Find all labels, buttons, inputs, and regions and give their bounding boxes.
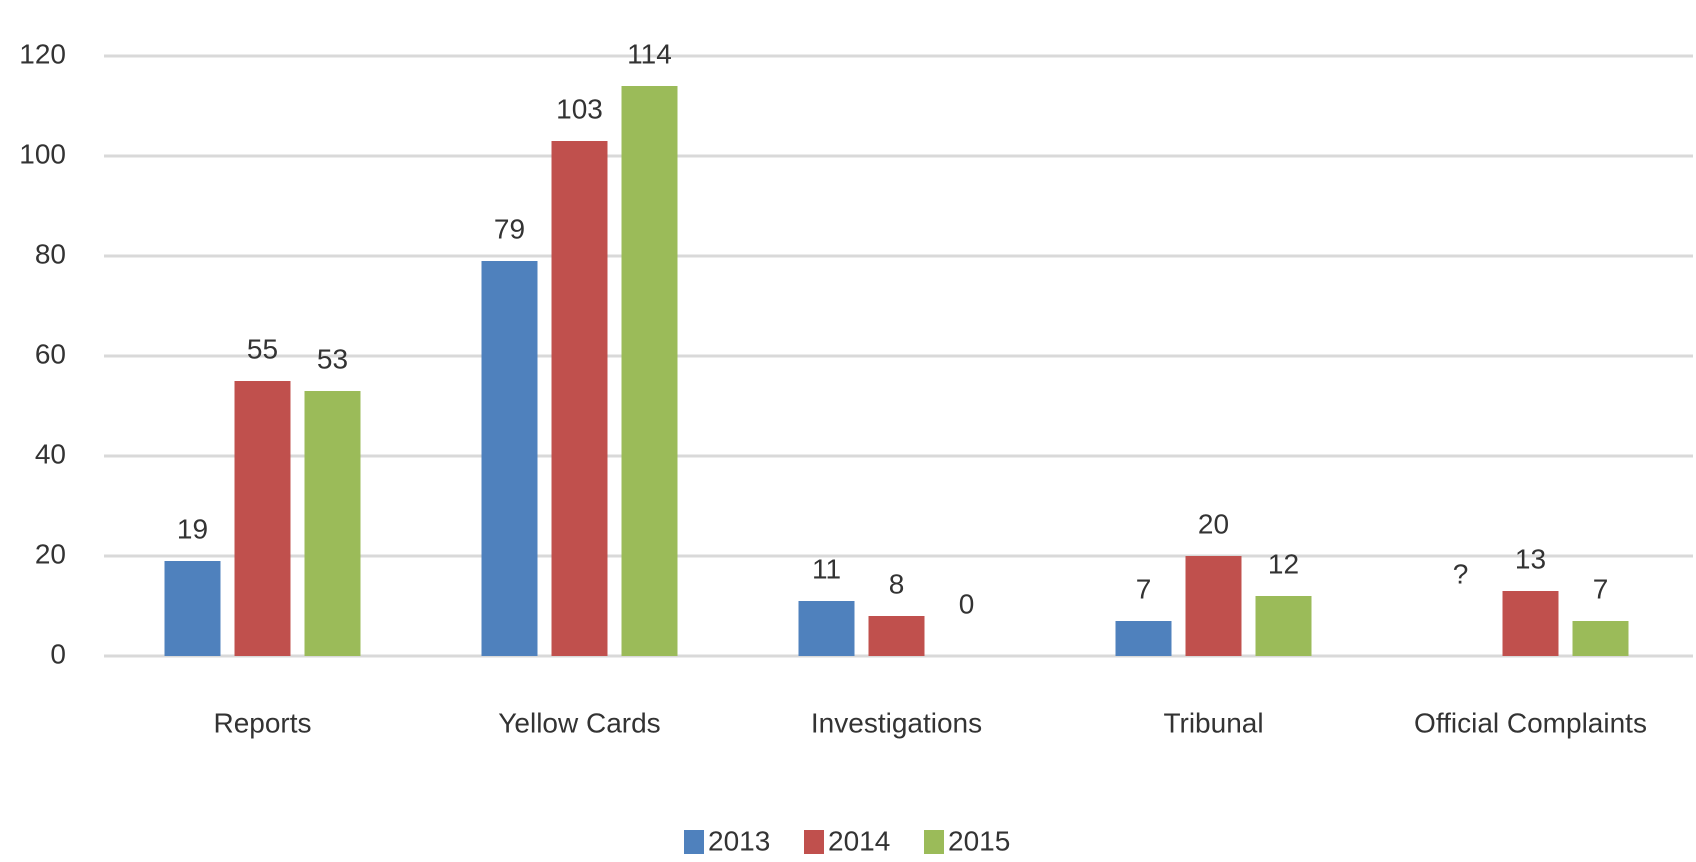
data-label: 114 (627, 38, 672, 69)
x-tick-label: Reports (213, 707, 311, 738)
data-label: 13 (1515, 543, 1546, 574)
bar (868, 616, 925, 656)
data-label: 103 (556, 93, 603, 124)
data-label: ? (1453, 558, 1469, 589)
y-tick-label: 40 (35, 438, 66, 469)
bar (164, 561, 221, 656)
bar (1115, 621, 1172, 656)
x-tick-label: Official Complaints (1414, 707, 1647, 738)
bar (1502, 591, 1559, 656)
y-tick-label: 100 (19, 138, 66, 169)
legend-label: 2014 (828, 825, 890, 856)
data-label: 12 (1268, 548, 1299, 579)
data-label: 79 (494, 213, 525, 244)
bar (551, 141, 608, 656)
data-label: 53 (317, 343, 348, 374)
y-tick-label: 60 (35, 338, 66, 369)
y-tick-label: 120 (19, 38, 66, 69)
data-label: 0 (959, 588, 975, 619)
bar (1572, 621, 1629, 656)
x-tick-label: Yellow Cards (498, 707, 660, 738)
data-label: 7 (1136, 573, 1152, 604)
data-label: 7 (1593, 573, 1609, 604)
legend-swatch (804, 830, 824, 854)
data-label: 55 (247, 333, 278, 364)
x-tick-label: Investigations (811, 707, 982, 738)
legend-swatch (684, 830, 704, 854)
data-label: 19 (177, 513, 208, 544)
data-label: 20 (1198, 508, 1229, 539)
bar (621, 86, 678, 656)
bar (304, 391, 361, 656)
x-tick-label: Tribunal (1163, 707, 1263, 738)
bar (1185, 556, 1242, 656)
data-label: 8 (889, 568, 905, 599)
legend-swatch (924, 830, 944, 854)
legend-label: 2015 (948, 825, 1010, 856)
bar (234, 381, 291, 656)
y-tick-label: 20 (35, 538, 66, 569)
y-tick-label: 80 (35, 238, 66, 269)
y-tick-label: 0 (50, 638, 66, 669)
bar (481, 261, 538, 656)
data-label: 11 (812, 553, 841, 584)
bar (1255, 596, 1312, 656)
legend-label: 2013 (708, 825, 770, 856)
bar (798, 601, 855, 656)
